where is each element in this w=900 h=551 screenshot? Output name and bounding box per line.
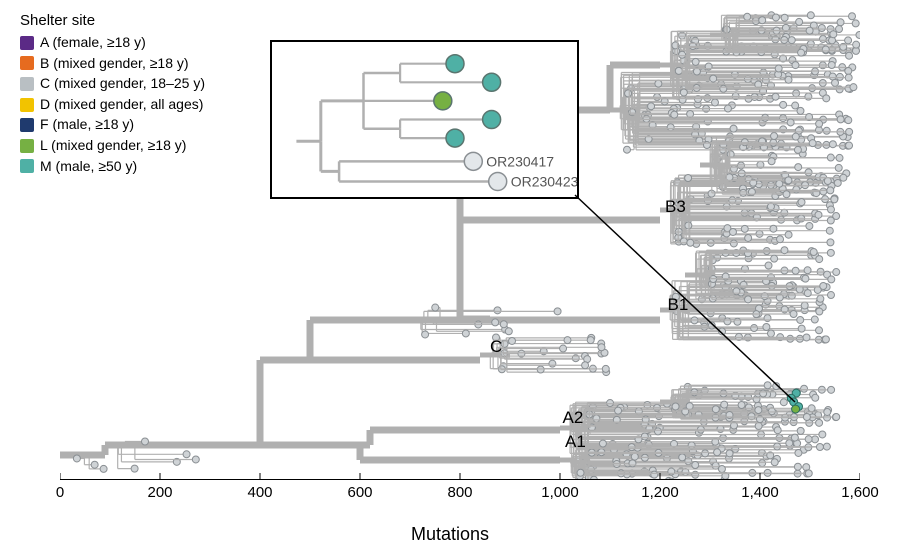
legend-swatch [20, 118, 34, 132]
clade-label: B1 [668, 295, 689, 315]
legend-swatch [20, 36, 34, 50]
x-tick-label: 600 [347, 484, 372, 501]
inset-tip-label: OR230423 [511, 174, 577, 190]
inset-panel: OR230417 OR230423 [270, 40, 579, 199]
legend-swatch [20, 139, 34, 153]
legend-swatch [20, 77, 34, 91]
legend-swatch [20, 159, 34, 173]
x-tick-label: 1,000 [541, 484, 579, 501]
inset-tip-label: OR230417 [486, 153, 554, 169]
x-tick-label: 800 [447, 484, 472, 501]
x-tick-label: 1,200 [641, 484, 679, 501]
legend-swatch [20, 56, 34, 70]
clade-label: A1 [565, 432, 586, 452]
x-tick-label: 1,600 [841, 484, 879, 501]
clade-label: B3 [665, 197, 686, 217]
x-tick-label: 1,400 [741, 484, 779, 501]
x-tick-label: 0 [56, 484, 64, 501]
inset-tree: OR230417 OR230423 [272, 42, 577, 197]
legend-swatch [20, 98, 34, 112]
x-axis-label: Mutations [411, 524, 489, 545]
x-tick-label: 400 [247, 484, 272, 501]
clade-label: A2 [563, 408, 584, 428]
x-tick-label: 200 [147, 484, 172, 501]
clade-label: C [490, 337, 502, 357]
